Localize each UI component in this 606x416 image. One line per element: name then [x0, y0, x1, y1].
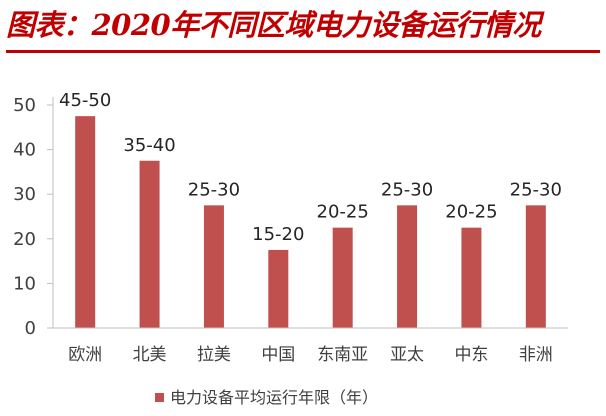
x-axis: 欧洲 北美 拉美 中国 东南亚 亚太 中东 非洲 [53, 327, 568, 365]
bar [525, 205, 546, 328]
legend-swatch [155, 393, 164, 402]
bar [75, 116, 96, 329]
data-label: 20-25 [317, 202, 369, 223]
data-label: 15-20 [252, 224, 304, 245]
bar [461, 227, 482, 328]
y-tick-label: 20 [13, 229, 36, 250]
bar [397, 205, 418, 328]
x-tick-label: 中国 [261, 345, 295, 365]
x-tick-label: 北美 [133, 345, 167, 365]
legend-label: 电力设备平均运行年限（年） [170, 388, 378, 407]
bar [139, 160, 160, 328]
data-labels: 45-50 35-40 25-30 15-20 20-25 25-30 20-25 25-30 [59, 90, 562, 245]
y-tick-label: 10 [13, 273, 36, 294]
bar [332, 227, 353, 328]
legend: 电力设备平均运行年限（年） [155, 388, 378, 407]
data-label: 25-30 [188, 179, 240, 200]
x-tick-label: 欧洲 [68, 345, 102, 365]
y-tick-label: 50 [13, 95, 36, 116]
x-tick-label: 亚太 [390, 345, 424, 365]
chart-title: 图表：2020年不同区域电力设备运行情况 [6, 8, 541, 42]
data-label: 45-50 [59, 90, 111, 111]
y-axis: 0 10 20 30 40 50 [13, 95, 54, 339]
x-tick-label: 拉美 [197, 345, 231, 365]
bars [75, 116, 546, 329]
x-tick-label: 非洲 [519, 345, 553, 365]
y-tick-label: 40 [13, 140, 36, 161]
y-tick-label: 0 [25, 318, 36, 339]
y-tick-label: 30 [13, 184, 36, 205]
data-label: 25-30 [381, 179, 433, 200]
bar [268, 249, 289, 328]
x-tick-label: 东南亚 [317, 345, 368, 365]
bar [203, 205, 224, 328]
data-label: 35-40 [123, 135, 175, 156]
data-label: 25-30 [510, 179, 562, 200]
title-underline [6, 50, 600, 53]
data-label: 20-25 [445, 202, 497, 223]
x-tick-label: 中东 [454, 345, 488, 365]
